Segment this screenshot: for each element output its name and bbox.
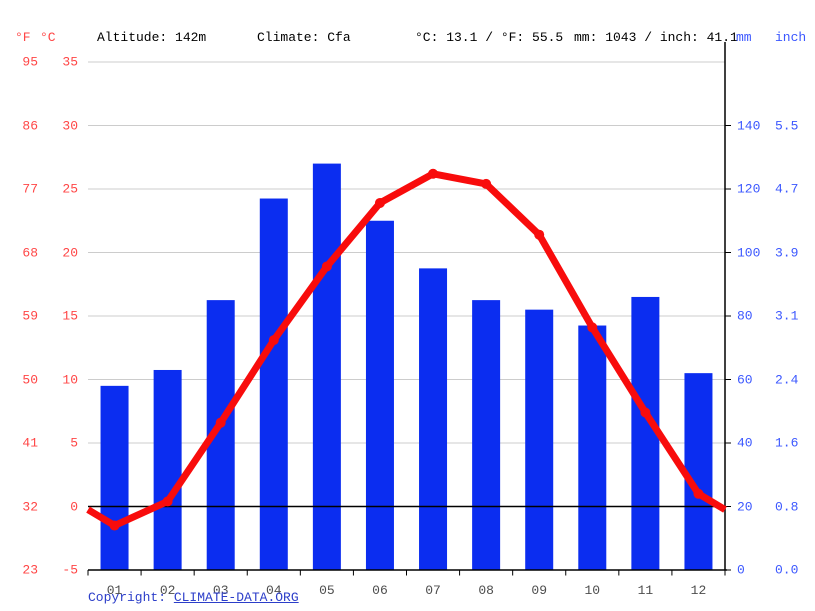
month-label: 01	[106, 583, 123, 598]
header-unit-fahrenheit: °F	[15, 30, 31, 45]
temp-line	[86, 170, 727, 530]
precip-bar	[578, 325, 607, 570]
month-label: 09	[531, 583, 547, 598]
temp-marker	[693, 488, 704, 499]
header-temp-summary: °C: 13.1 / °F: 55.5	[415, 30, 564, 45]
header-unit-celsius: °C	[40, 30, 56, 45]
header-unit-inch: inch	[775, 30, 807, 45]
temp-axis-label-c: 10	[62, 372, 78, 387]
temp-axis-label-f: 41	[22, 435, 38, 451]
precip-axis-label-inch: 3.9	[775, 245, 799, 260]
precip-bar	[312, 163, 341, 570]
temp-marker	[640, 407, 651, 418]
temp-axis-label-c: 35	[62, 54, 78, 70]
month-label: 06	[372, 583, 388, 598]
temp-axis-label-c: 5	[70, 435, 78, 451]
temp-axis-label-c: 0	[70, 499, 78, 514]
month-label: 04	[265, 583, 282, 598]
precip-axis-inch: 5.5 4.7 3.9 3.1 2.4 1.6 0.8 0.0	[775, 0, 815, 611]
precip-axis-label-mm: 140	[737, 118, 761, 133]
precip-axis-label-inch: 2.4	[775, 372, 799, 387]
temp-axis-label-f: 68	[22, 245, 38, 260]
precip-axis-label-mm: 100	[737, 245, 761, 260]
precip-axis-label-mm: 60	[737, 372, 753, 387]
temp-marker	[481, 178, 492, 189]
month-label: 05	[319, 583, 335, 598]
temp-axis-fahrenheit: 95 86 77 68 59 50 41 32 23	[0, 0, 38, 611]
temp-axis-label-f: 32	[22, 499, 38, 514]
month-label: 08	[478, 583, 494, 598]
temp-marker	[109, 520, 120, 531]
header-altitude: Altitude: 142m	[97, 30, 207, 45]
footer-copyright: Copyright: CLIMATE-DATA.ORG	[88, 590, 299, 605]
temp-marker	[268, 335, 279, 346]
temp-axis-celsius: 35 30 25 20 15 10 5 0 -5	[0, 0, 78, 611]
copyright-label: Copyright:	[88, 590, 167, 605]
precip-bar	[419, 268, 448, 570]
month-label: 12	[690, 583, 707, 598]
precip-axis-label-inch: 1.6	[775, 435, 799, 451]
temp-axis-label-c: -5	[62, 562, 78, 578]
month-label: 10	[584, 583, 601, 598]
precip-bar	[472, 300, 501, 570]
temp-axis-label-c: 20	[62, 245, 78, 260]
precip-bar	[525, 309, 554, 570]
precip-axis-label-mm: 120	[737, 181, 761, 197]
temp-axis-label-f: 23	[22, 562, 38, 578]
temp-marker	[374, 197, 385, 208]
precip-axis-label-mm: 40	[737, 435, 753, 451]
precip-axis-label-inch: 0.0	[775, 562, 799, 578]
precip-bar	[100, 385, 129, 570]
precip-axis-label-inch: 0.8	[775, 499, 799, 514]
month-label: 03	[212, 583, 229, 598]
temp-marker	[587, 322, 598, 333]
temp-marker	[162, 496, 173, 507]
copyright-link[interactable]: CLIMATE-DATA.ORG	[173, 590, 299, 605]
precip-axis-label-mm: 80	[737, 308, 753, 324]
temp-marker	[321, 261, 332, 272]
temp-marker	[215, 417, 226, 428]
temp-axis-label-f: 77	[22, 181, 38, 197]
header-precip-summary: mm: 1043 / inch: 41.1	[574, 30, 738, 45]
precip-bar	[631, 296, 660, 570]
precip-bar	[365, 220, 394, 570]
precip-axis-label-inch: 4.7	[775, 181, 799, 197]
precip-bar	[259, 198, 288, 570]
precip-bar	[684, 373, 713, 570]
temp-axis-label-c: 15	[62, 308, 78, 324]
month-label: 07	[425, 583, 441, 598]
header-climate-zone: Climate: Cfa	[257, 30, 351, 45]
month-label: 02	[159, 583, 176, 598]
precip-axis-mm: 140 120 100 80 60 40 20 0	[737, 0, 777, 611]
temp-axis-label-f: 86	[22, 118, 38, 133]
precip-axis-label-mm: 0	[737, 562, 745, 578]
temp-axis-label-f: 59	[22, 308, 38, 324]
temp-marker	[534, 229, 545, 240]
temp-axis-label-f: 95	[22, 54, 38, 70]
temp-axis-label-f: 50	[22, 372, 38, 387]
temp-marker	[428, 168, 439, 179]
header-unit-mm: mm	[736, 30, 752, 45]
temp-axis-label-c: 25	[62, 181, 78, 197]
precip-axis-label-inch: 3.1	[775, 308, 799, 324]
month-label: 11	[637, 583, 654, 598]
precip-bar	[153, 369, 182, 570]
precip-axis-label-mm: 20	[737, 499, 753, 514]
precip-axis-label-inch: 5.5	[775, 118, 799, 133]
temp-axis-label-c: 30	[62, 118, 78, 133]
